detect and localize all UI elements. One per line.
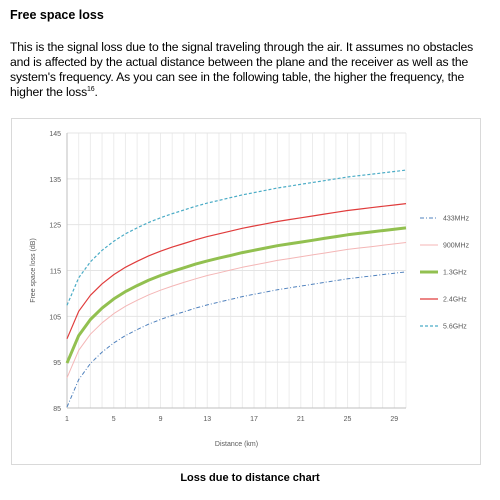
legend-label: 433MHz bbox=[443, 216, 470, 223]
series-line-433mhz bbox=[66, 271, 407, 408]
x-tick-label: 25 bbox=[344, 416, 352, 423]
legend-label: 5.6GHz bbox=[443, 324, 467, 331]
series-line-56ghz bbox=[66, 169, 407, 306]
y-tick-label: 115 bbox=[50, 269, 61, 276]
x-tick-label: 13 bbox=[203, 416, 211, 423]
x-tick-label: 29 bbox=[390, 416, 398, 423]
legend-label: 2.4GHz bbox=[443, 297, 467, 304]
x-tick-label: 17 bbox=[250, 416, 258, 423]
y-tick-label: 125 bbox=[49, 223, 61, 230]
y-tick-label: 85 bbox=[53, 406, 61, 413]
series-line-13ghz bbox=[65, 226, 407, 364]
section-heading: Free space loss bbox=[10, 8, 104, 22]
legend-label: 900MHz bbox=[443, 243, 470, 250]
chart-container: 85 95 105 115 125 135 145 1 5 9 13 17 21 25 29 Distance… bbox=[11, 118, 481, 465]
x-tick-label: 9 bbox=[159, 416, 163, 423]
y-tick-label: 105 bbox=[49, 314, 61, 321]
y-tick-label: 95 bbox=[53, 360, 61, 367]
x-tick-label: 5 bbox=[112, 416, 116, 423]
body-paragraph: This is the signal loss due to the signa… bbox=[10, 40, 474, 99]
x-tick-label: 1 bbox=[65, 416, 69, 423]
legend-label: 1.3GHz bbox=[443, 270, 467, 277]
paragraph-text: This is the signal loss due to the signa… bbox=[10, 40, 474, 99]
figure-caption: Loss due to distance chart bbox=[180, 472, 320, 484]
y-axis-title: Free space loss (dB) bbox=[30, 238, 37, 303]
series-line-900mhz bbox=[66, 242, 407, 378]
y-tick-label: 135 bbox=[49, 177, 61, 184]
x-tick-label: 21 bbox=[297, 416, 305, 423]
y-tick-label: 145 bbox=[49, 131, 61, 138]
footnote-reference[interactable]: 16 bbox=[87, 85, 95, 93]
free-space-loss-chart: 85 95 105 115 125 135 145 1 5 9 13 17 21 25 29 Distance… bbox=[30, 131, 470, 448]
x-axis-title: Distance (km) bbox=[215, 441, 258, 448]
series-line-24ghz bbox=[66, 203, 407, 340]
